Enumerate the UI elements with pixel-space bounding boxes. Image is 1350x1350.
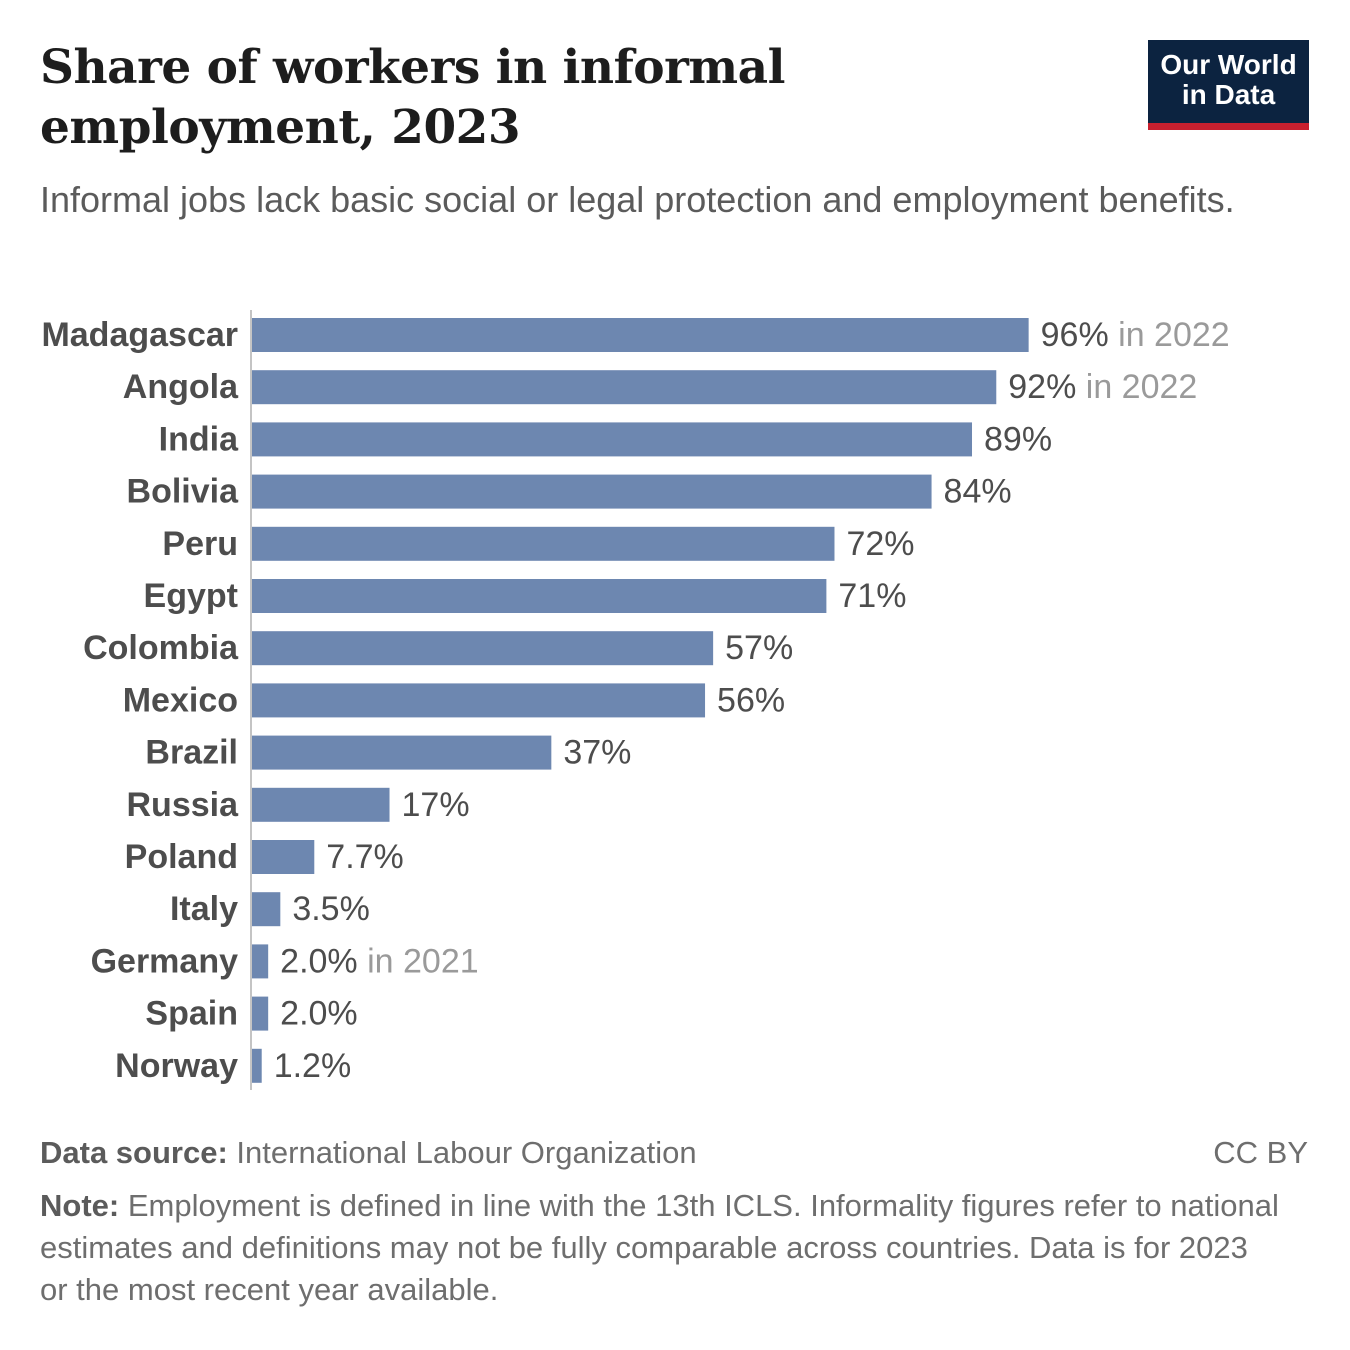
- chart-title: Share of workers in informal employment,…: [40, 40, 785, 155]
- value-label: 2.0%: [280, 995, 358, 1033]
- bar[interactable]: [252, 840, 315, 874]
- logo-line-2: in Data: [1181, 79, 1276, 110]
- category-label: Egypt: [144, 577, 238, 615]
- value-label: 56%: [717, 681, 785, 719]
- bar[interactable]: [252, 370, 997, 405]
- value-label: 57%: [725, 629, 793, 667]
- year-note: in 2022: [1109, 316, 1230, 354]
- license[interactable]: CC BY: [1213, 1135, 1308, 1170]
- year-note: in 2021: [358, 942, 479, 980]
- value-label: 96% in 2022: [1041, 316, 1230, 354]
- category-label: Russia: [127, 786, 240, 824]
- bar[interactable]: [252, 422, 973, 457]
- category-label: Peru: [162, 525, 238, 563]
- bar[interactable]: [252, 474, 932, 509]
- source-text[interactable]: International Labour Organization: [236, 1135, 697, 1170]
- category-label: India: [159, 420, 239, 458]
- value-label: 89%: [984, 420, 1052, 458]
- bar[interactable]: [252, 1048, 262, 1083]
- category-label: Spain: [145, 995, 238, 1033]
- owid-logo[interactable]: Our World in Data: [1148, 40, 1309, 130]
- category-label: Mexico: [123, 681, 238, 719]
- bar[interactable]: [252, 318, 1029, 352]
- category-label: Bolivia: [127, 473, 240, 511]
- bar[interactable]: [252, 579, 827, 613]
- category-label: Italy: [170, 890, 238, 928]
- value-label: 7.7%: [326, 838, 404, 876]
- bar[interactable]: [252, 683, 706, 718]
- value-label: 72%: [846, 525, 914, 563]
- bar[interactable]: [252, 526, 835, 561]
- category-label: Poland: [125, 838, 238, 876]
- chart-subtitle: Informal jobs lack basic social or legal…: [40, 179, 1235, 220]
- bar[interactable]: [252, 892, 281, 927]
- value-label: 17%: [402, 786, 470, 824]
- bar[interactable]: [252, 787, 390, 822]
- category-label: Germany: [91, 942, 238, 980]
- category-label: Angola: [123, 368, 239, 406]
- bar[interactable]: [252, 735, 552, 770]
- bar-chart: Madagascar 96% in 2022 Angola 92% in 2022 In…: [41, 310, 1230, 1090]
- category-label: Colombia: [83, 629, 239, 667]
- year-note: in 2022: [1076, 368, 1197, 406]
- logo-line-1: Our World: [1160, 49, 1297, 80]
- note-text: Employment is defined in line with the 1…: [40, 1188, 1279, 1307]
- value-label: 71%: [838, 577, 906, 615]
- value-label: 2.0% in 2021: [280, 942, 479, 980]
- chart-note: Note: Employment is defined in line with…: [40, 1185, 1280, 1311]
- value-label: 1.2%: [274, 1047, 352, 1085]
- category-label: Madagascar: [41, 316, 238, 354]
- value-label: 84%: [944, 473, 1012, 511]
- value-label: 3.5%: [292, 890, 370, 928]
- value-label: 37%: [563, 734, 631, 772]
- value-label: 92% in 2022: [1008, 368, 1197, 406]
- note-label: Note:: [40, 1188, 120, 1223]
- category-label: Norway: [115, 1047, 238, 1085]
- category-label: Brazil: [145, 734, 238, 772]
- data-source: Data source: International Labour Organi…: [40, 1132, 697, 1174]
- bar[interactable]: [252, 944, 269, 979]
- bar[interactable]: [252, 996, 269, 1031]
- bar[interactable]: [252, 631, 714, 666]
- source-label: Data source:: [40, 1135, 228, 1170]
